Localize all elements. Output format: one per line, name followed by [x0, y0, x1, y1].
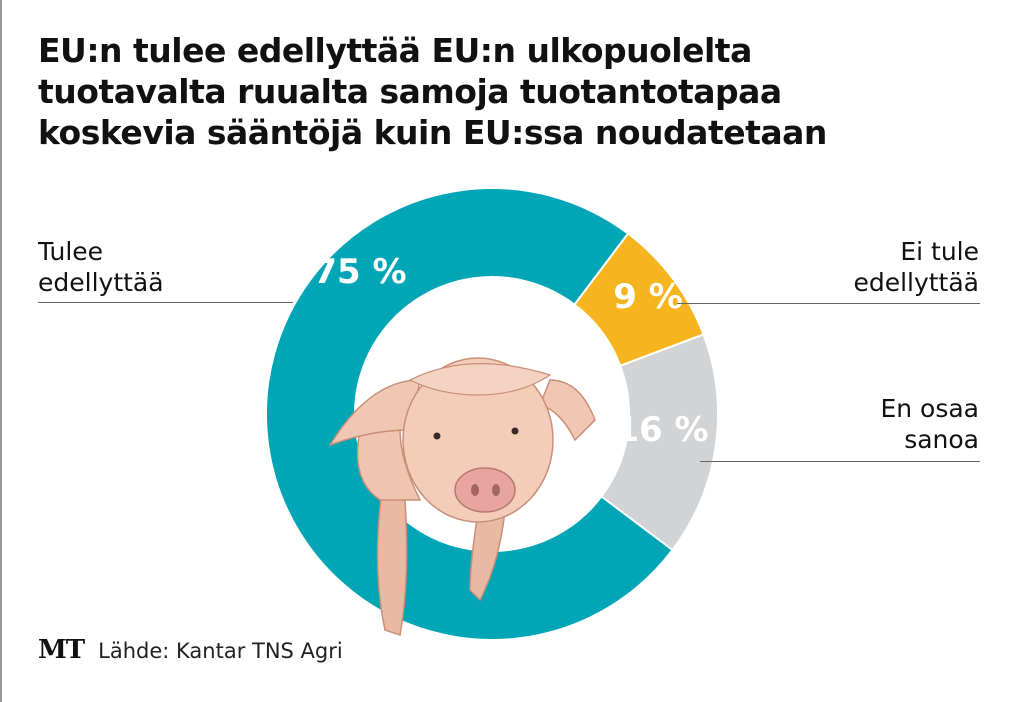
pig-illustration [328, 357, 596, 636]
image-border [0, 0, 2, 702]
slice-value-label: 75 % [313, 252, 406, 292]
label-line: edellyttää [38, 268, 164, 297]
slice-value-label: 16 % [615, 410, 708, 450]
mt-logo: MT [38, 635, 85, 665]
legend-label-tulee: Tulee edellyttää [38, 236, 164, 298]
legend-label-ei-tule: Ei tule edellyttää [853, 236, 979, 298]
slice-value-label: 9 % [613, 277, 683, 317]
label-line: En osaa [880, 394, 979, 423]
label-line: edellyttää [853, 268, 979, 297]
label-line: Tulee [38, 237, 104, 266]
footer: MT Lähde: Kantar TNS Agri [38, 635, 343, 665]
leader-line-ei-tule [677, 303, 980, 304]
leader-line-tulee [38, 302, 293, 303]
label-line: sanoa [904, 425, 979, 454]
title-line: tuotavalta ruualta samoja tuotantotapaa [38, 72, 782, 111]
chart-title: EU:n tulee edellyttää EU:n ulkopuolelta … [38, 30, 827, 153]
leader-line-en-osaa [700, 461, 980, 462]
title-line: koskevia sääntöjä kuin EU:ssa noudatetaa… [38, 113, 827, 152]
legend-label-en-osaa: En osaa sanoa [880, 393, 979, 455]
source-text: Lähde: Kantar TNS Agri [98, 639, 343, 663]
label-line: Ei tule [900, 237, 979, 266]
title-line: EU:n tulee edellyttää EU:n ulkopuolelta [38, 31, 752, 70]
